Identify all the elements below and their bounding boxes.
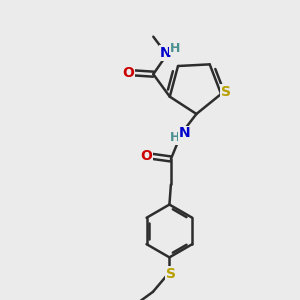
Text: O: O bbox=[122, 66, 134, 80]
Text: S: S bbox=[166, 267, 176, 281]
Text: S: S bbox=[221, 85, 232, 100]
Text: H: H bbox=[169, 131, 180, 145]
Text: N: N bbox=[160, 46, 171, 60]
Text: O: O bbox=[140, 149, 152, 163]
Text: N: N bbox=[178, 127, 190, 140]
Text: H: H bbox=[170, 42, 180, 55]
